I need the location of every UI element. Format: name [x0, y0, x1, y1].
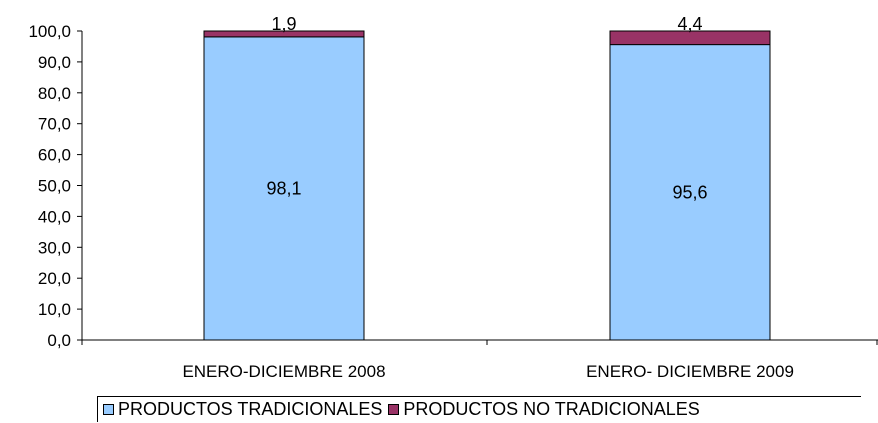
bar-segment-no-tradicionales: [203, 30, 365, 38]
x-category-label: ENERO-DICIEMBRE 2008: [182, 362, 385, 381]
y-tick-label: 100,0: [28, 22, 71, 41]
x-category-label: ENERO- DICIEMBRE 2009: [586, 362, 794, 381]
bar-segment-no-tradicionales: [609, 30, 771, 46]
data-label-tradicionales: 95,6: [672, 182, 707, 202]
legend: PRODUCTOS TRADICIONALES PRODUCTOS NO TRA…: [97, 396, 861, 422]
y-tick-label: 50,0: [38, 177, 71, 196]
y-tick-label: 30,0: [38, 238, 71, 257]
legend-item-no-tradicionales: PRODUCTOS NO TRADICIONALES: [388, 399, 700, 420]
y-tick-label: 40,0: [38, 207, 71, 226]
data-label-no-tradicionales: 4,4: [677, 14, 702, 34]
bars: [203, 30, 771, 341]
data-label-tradicionales: 98,1: [266, 178, 301, 198]
legend-label-tradicionales: PRODUCTOS TRADICIONALES: [118, 399, 383, 419]
bar-segment-tradicionales: [203, 36, 365, 341]
legend-swatch-tradicionales: [103, 404, 114, 415]
y-tick-label: 0,0: [47, 331, 71, 350]
y-tick-label: 90,0: [38, 53, 71, 72]
bar-segment-tradicionales: [609, 44, 771, 341]
legend-item-tradicionales: PRODUCTOS TRADICIONALES: [103, 399, 382, 420]
y-tick-label: 70,0: [38, 115, 71, 134]
legend-label-no-tradicionales: PRODUCTOS NO TRADICIONALES: [403, 399, 700, 419]
axes: 0,0 10,0 20,0 30,0 40,0 50,0 60,0 70,0 80,0 90,0 1…: [28, 22, 878, 381]
data-labels: 98,1 1,9 95,6 4,4: [266, 14, 707, 202]
y-tick-label: 60,0: [38, 146, 71, 165]
data-label-no-tradicionales: 1,9: [271, 14, 296, 34]
y-tick-label: 80,0: [38, 84, 71, 103]
legend-swatch-no-tradicionales: [388, 404, 400, 415]
y-tick-label: 10,0: [38, 300, 71, 319]
y-tick-label: 20,0: [38, 269, 71, 288]
